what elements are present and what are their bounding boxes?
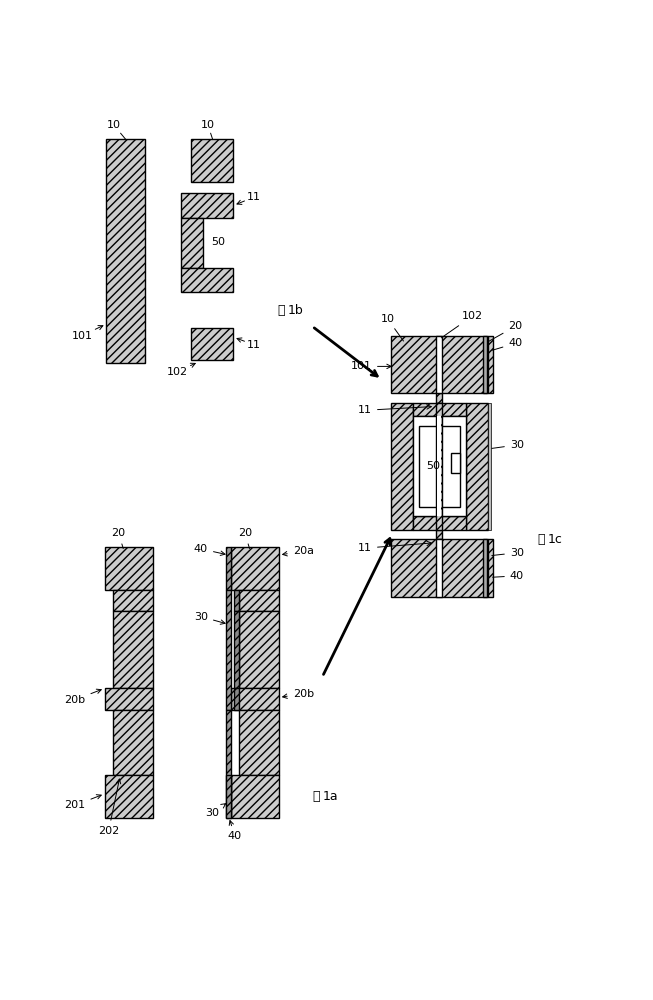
Bar [191, 328, 233, 360]
Bar [436, 336, 442, 393]
Bar [483, 539, 486, 597]
Bar [239, 710, 279, 775]
Text: 20: 20 [238, 528, 252, 549]
Bar [239, 590, 279, 611]
Text: 102: 102 [441, 311, 483, 338]
Bar [466, 403, 488, 530]
Text: 40: 40 [194, 544, 225, 555]
Text: 20: 20 [488, 321, 522, 342]
Bar [181, 268, 233, 292]
Text: 图: 图 [278, 304, 285, 317]
Bar [227, 710, 231, 818]
Text: 11: 11 [237, 338, 261, 350]
Text: 40: 40 [492, 571, 524, 581]
Bar [483, 336, 486, 393]
Text: 10: 10 [381, 314, 404, 341]
Text: 30: 30 [492, 440, 524, 450]
Text: 30: 30 [206, 804, 226, 818]
Text: 11: 11 [358, 405, 431, 415]
Bar [112, 590, 153, 611]
Bar [181, 193, 233, 218]
Text: 202: 202 [98, 779, 121, 836]
Text: 1a: 1a [323, 790, 338, 803]
Text: 30: 30 [194, 612, 225, 624]
Bar [436, 530, 442, 539]
Text: 10: 10 [107, 120, 125, 139]
Text: 20b: 20b [283, 689, 314, 699]
Bar [112, 710, 153, 775]
Text: 102: 102 [167, 363, 195, 377]
Bar [488, 403, 491, 530]
Bar [234, 688, 239, 710]
Text: 50: 50 [211, 237, 225, 247]
Text: 201: 201 [65, 795, 101, 810]
Bar [112, 611, 153, 688]
Text: 20: 20 [112, 528, 126, 549]
Text: 101: 101 [351, 361, 391, 371]
Bar [231, 547, 279, 590]
Bar [227, 775, 231, 818]
Bar [413, 416, 466, 516]
Bar [391, 539, 488, 597]
Bar [391, 403, 413, 530]
Bar [106, 139, 145, 363]
Bar [234, 611, 239, 688]
Text: 101: 101 [71, 326, 103, 341]
Bar [234, 590, 239, 611]
Bar [239, 611, 279, 688]
Text: 20a: 20a [283, 546, 313, 556]
Bar [436, 539, 442, 597]
Bar [105, 547, 153, 590]
Text: 10: 10 [201, 120, 215, 139]
Bar [231, 775, 279, 818]
Bar [105, 688, 153, 710]
Text: 30: 30 [492, 548, 524, 558]
Text: 40: 40 [492, 338, 522, 350]
Bar [488, 539, 493, 597]
Bar [437, 416, 441, 516]
Text: 11: 11 [237, 192, 261, 204]
Bar [419, 426, 460, 507]
Bar [227, 590, 231, 710]
Text: 50: 50 [426, 461, 440, 471]
Bar [391, 336, 488, 393]
Text: 11: 11 [358, 541, 431, 553]
Bar [191, 139, 233, 182]
Text: 20b: 20b [65, 689, 101, 705]
Bar [451, 453, 460, 473]
Bar [436, 336, 442, 393]
Text: 1c: 1c [548, 533, 562, 546]
Text: 1b: 1b [287, 304, 303, 317]
Text: 图: 图 [537, 533, 545, 546]
Bar [436, 539, 442, 597]
Bar [231, 688, 279, 710]
Bar [227, 547, 231, 590]
Bar [436, 403, 442, 530]
Bar [413, 516, 466, 530]
Bar [413, 403, 466, 416]
Bar [488, 336, 493, 393]
Text: 40: 40 [228, 821, 242, 841]
Bar [436, 393, 442, 403]
Bar [181, 218, 202, 268]
Bar [105, 775, 153, 818]
Text: 图: 图 [313, 790, 320, 803]
